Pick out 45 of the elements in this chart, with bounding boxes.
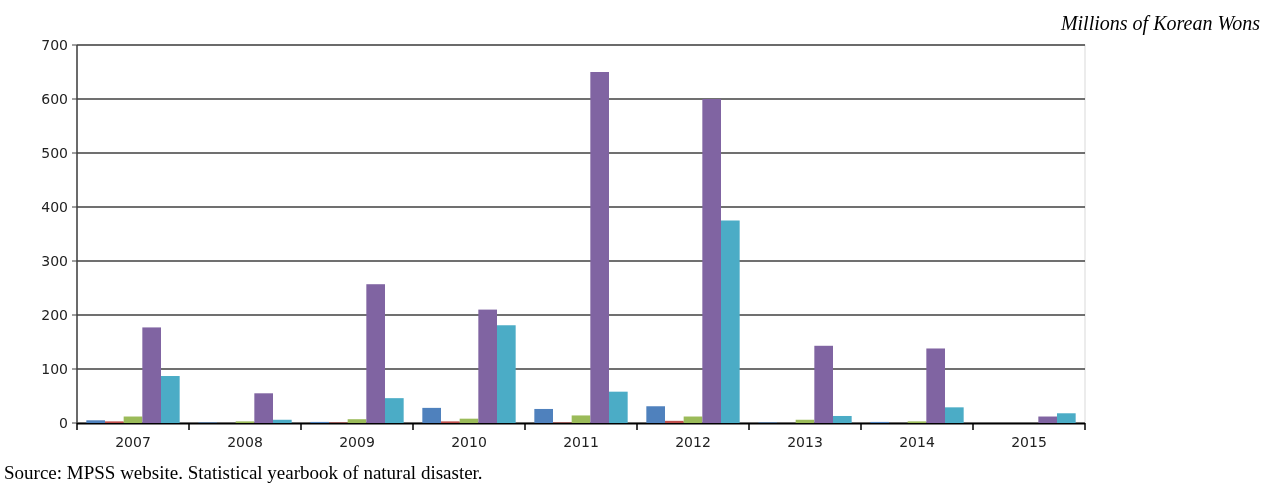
y-tick-label: 300 [41,252,68,269]
y-tick-label: 100 [41,360,68,377]
x-tick-label: 2011 [563,434,599,450]
bar [571,415,591,423]
x-tick-label: 2009 [339,434,375,450]
bar [497,325,516,423]
bar [833,415,852,423]
y-tick-label: 700 [41,36,68,53]
x-tick-label: 2007 [115,434,151,450]
bar [609,391,628,423]
bar [945,407,964,423]
bar [814,345,833,423]
x-tick-label: 2013 [787,434,823,450]
y-tick-label: 0 [59,414,68,431]
y-tick-label: 500 [41,144,68,161]
bar [142,327,161,423]
bar [665,420,684,423]
bar [161,376,180,423]
x-tick-label: 2015 [1011,434,1047,450]
x-tick-label: 2014 [899,434,935,450]
bar [254,393,273,423]
text: Millions of Korean Wons [1059,12,1261,35]
bar [795,419,815,423]
y-tick-label: 400 [41,198,68,215]
y-tick-label: 600 [41,90,68,107]
bar [590,72,609,423]
y-tick-label: 200 [41,306,68,323]
bar [1038,416,1057,423]
bar [926,348,945,423]
bar [366,284,385,423]
bar [646,406,665,423]
bar [478,309,497,423]
source-note: Source: MPSS website. Statistical yearbook of natural disaster. [4,462,483,483]
bar [1057,413,1076,423]
bar [721,220,740,423]
x-tick-label: 2010 [451,434,487,450]
bar [86,420,105,423]
bar [385,398,404,423]
bar [702,99,721,423]
x-tick-label: 2012 [675,434,711,450]
bar [273,419,292,423]
bar [422,407,441,423]
x-tick-label: 2008 [227,434,263,450]
bar [534,408,553,423]
bar [347,419,367,423]
